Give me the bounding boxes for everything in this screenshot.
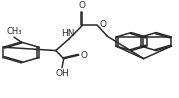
- Text: O: O: [100, 20, 107, 29]
- Text: OH: OH: [55, 69, 69, 78]
- Text: O: O: [78, 1, 85, 10]
- Text: HN: HN: [61, 29, 75, 38]
- Text: O: O: [81, 51, 88, 60]
- Text: CH₃: CH₃: [6, 27, 22, 36]
